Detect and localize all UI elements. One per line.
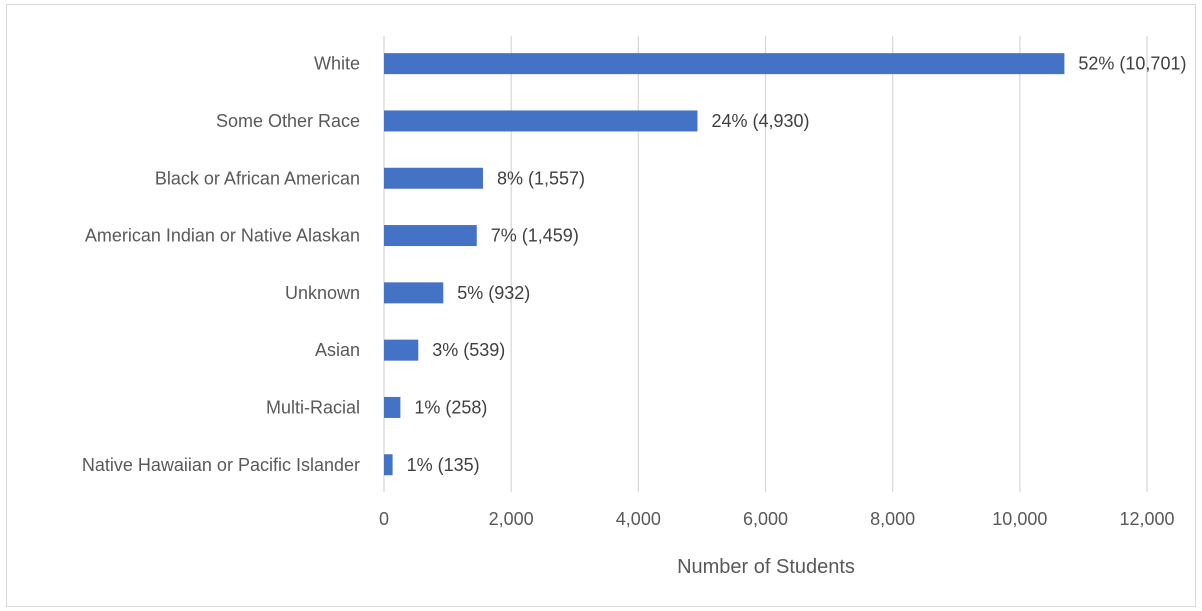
x-tick-label: 2,000 <box>489 509 534 529</box>
bar-chart: White Some Other Race Black or African Ame… <box>82 36 1187 578</box>
category-label: American Indian or Native Alaskan <box>85 226 360 246</box>
data-labels: 52% (10,701) 24% (4,930) 8% (1,557) 7% (1,4… <box>407 54 1187 475</box>
bar <box>384 225 477 247</box>
data-label: 52% (10,701) <box>1078 54 1186 74</box>
x-tick-labels: 0 2,000 4,000 6,000 8,000 10,000 12,000 <box>379 509 1175 529</box>
category-label: Asian <box>315 340 360 360</box>
category-label: Native Hawaiian or Pacific Islander <box>82 455 360 475</box>
data-label: 1% (258) <box>414 397 487 417</box>
category-label: Black or African American <box>155 168 360 188</box>
category-labels: White Some Other Race Black or African Ame… <box>82 54 360 475</box>
data-label: 3% (539) <box>432 340 505 360</box>
x-tick-label: 8,000 <box>870 509 915 529</box>
bar <box>384 339 419 361</box>
category-label: Unknown <box>285 283 360 303</box>
category-label: Multi-Racial <box>266 397 360 417</box>
x-tick-label: 12,000 <box>1119 509 1174 529</box>
x-tick-label: 10,000 <box>992 509 1047 529</box>
category-label: Some Other Race <box>216 111 360 131</box>
bars <box>384 53 1065 476</box>
data-label: 8% (1,557) <box>497 168 585 188</box>
gridlines <box>383 36 1148 492</box>
data-label: 24% (4,930) <box>711 111 809 131</box>
bar <box>384 396 401 418</box>
bar <box>384 110 698 132</box>
data-label: 7% (1,459) <box>491 226 579 246</box>
bar <box>384 53 1065 75</box>
category-label: White <box>314 54 360 74</box>
bar <box>384 454 393 476</box>
x-tick-label: 0 <box>379 509 389 529</box>
x-axis-title: Number of Students <box>677 556 855 578</box>
data-label: 1% (135) <box>407 455 480 475</box>
x-tick-label: 4,000 <box>616 509 661 529</box>
chart-frame: White Some Other Race Black or African Ame… <box>6 4 1196 607</box>
bar <box>384 282 444 304</box>
bar <box>384 167 483 189</box>
x-tick-label: 6,000 <box>743 509 788 529</box>
data-label: 5% (932) <box>457 283 530 303</box>
